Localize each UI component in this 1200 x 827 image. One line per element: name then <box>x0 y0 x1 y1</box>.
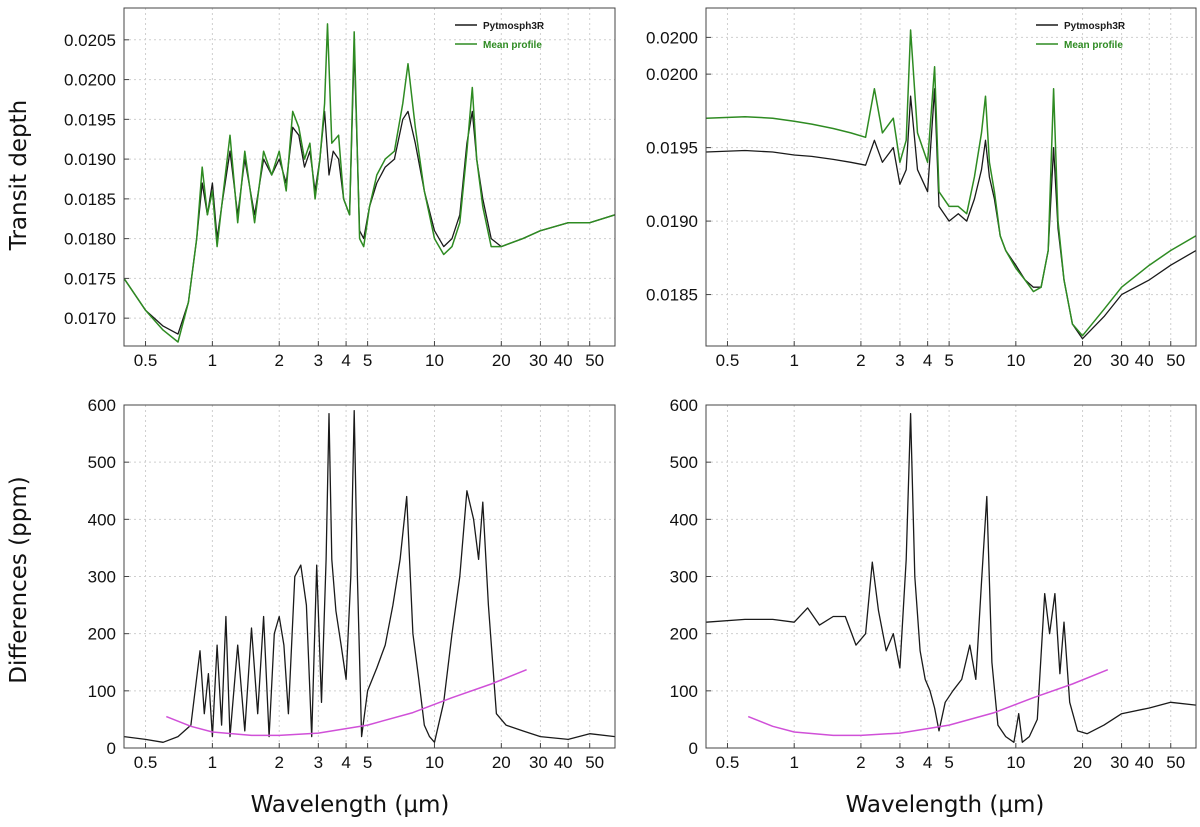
y-tick-label: 0.0185 <box>64 190 116 209</box>
x-tick-label: 0.5 <box>134 351 158 370</box>
y-tick-label: 0.0180 <box>64 230 116 249</box>
ylabel-transit-depth: Transit depth <box>6 100 32 251</box>
y-tick-label: 600 <box>88 396 116 415</box>
y-tick-label: 0.0175 <box>64 269 116 288</box>
x-tick-label: 3 <box>895 351 904 370</box>
series-line-differences <box>706 412 1196 743</box>
x-tick-label: 40 <box>1135 351 1154 370</box>
x-tick-label: 20 <box>492 753 511 772</box>
plot-frame <box>705 7 1197 347</box>
xlabel-wavelength-right: Wavelength (µm) <box>846 792 1045 818</box>
y-tick-label: 100 <box>88 682 116 701</box>
x-tick-label: 40 <box>1135 753 1154 772</box>
y-tick-label: 400 <box>670 510 698 529</box>
panel-top-right-transit-depth: 0.5 1 2 3 4 5 10 20 30 40 50 0.0185 0.0190 0.0195 0.02… <box>646 7 1197 370</box>
x-tick-label: 2 <box>274 753 283 772</box>
legend-label: Pytmosph3R <box>483 21 545 32</box>
x-tick-label: 0.5 <box>716 753 740 772</box>
x-tick-label: 30 <box>529 753 548 772</box>
x-tick-label: 1 <box>789 351 798 370</box>
y-tick-label: 0.0190 <box>64 150 116 169</box>
x-tick-label: 50 <box>1166 753 1185 772</box>
y-tick-label: 0.0195 <box>64 110 116 129</box>
x-tick-label: 20 <box>1073 753 1092 772</box>
x-tick-label: 5 <box>363 351 372 370</box>
y-tick-label: 0.0200 <box>64 71 116 90</box>
y-tick-label: 200 <box>670 625 698 644</box>
x-tick-label: 4 <box>341 753 350 772</box>
x-tick-label: 40 <box>554 351 573 370</box>
x-tick-label: 30 <box>1110 753 1129 772</box>
x-tick-label: 30 <box>529 351 548 370</box>
legend-label: Pytmosph3R <box>1064 21 1126 32</box>
x-tick-label: 3 <box>314 753 323 772</box>
panel-top-left-transit-depth: 0.5 1 2 3 4 5 10 20 30 40 50 0.0170 0.0175 0.0180 0.01… <box>64 7 616 370</box>
series-line-magenta-curve <box>166 669 527 737</box>
x-tick-label: 40 <box>554 753 573 772</box>
x-tick-label: 5 <box>944 753 953 772</box>
y-tick-label: 0.0200 <box>646 65 698 84</box>
x-tick-label: 20 <box>492 351 511 370</box>
ylabel-differences: Differences (ppm) <box>6 476 32 683</box>
legend-label: Mean profile <box>483 40 542 51</box>
series-line-differences <box>124 410 615 743</box>
x-tick-label: 4 <box>923 351 932 370</box>
x-tick-label: 2 <box>856 753 865 772</box>
series-line-mean-profile <box>706 29 1196 337</box>
x-tick-label: 50 <box>585 351 604 370</box>
x-tick-label: 3 <box>895 753 904 772</box>
series-line-mean-profile <box>124 23 615 343</box>
x-tick-label: 1 <box>208 351 217 370</box>
y-tick-label: 0.0200 <box>646 28 698 47</box>
y-tick-label: 200 <box>88 625 116 644</box>
x-tick-label: 10 <box>425 753 444 772</box>
x-tick-label: 3 <box>314 351 323 370</box>
x-tick-label: 50 <box>1166 351 1185 370</box>
x-tick-label: 2 <box>274 351 283 370</box>
y-tick-label: 0 <box>107 739 116 758</box>
y-tick-label: 400 <box>88 510 116 529</box>
series-line-pytmosph3r <box>706 88 1196 340</box>
x-tick-label: 2 <box>856 351 865 370</box>
x-tick-label: 10 <box>1006 351 1025 370</box>
y-tick-label: 0.0185 <box>646 286 698 305</box>
legend-label: Mean profile <box>1064 40 1123 51</box>
y-tick-label: 500 <box>88 453 116 472</box>
y-tick-label: 500 <box>670 453 698 472</box>
series-line-magenta-curve <box>747 669 1109 737</box>
y-tick-label: 0.0170 <box>64 309 116 328</box>
x-tick-label: 1 <box>789 753 798 772</box>
y-tick-label: 0.0195 <box>646 139 698 158</box>
xlabel-wavelength-left: Wavelength (µm) <box>251 792 450 818</box>
x-tick-label: 50 <box>585 753 604 772</box>
x-tick-label: 5 <box>363 753 372 772</box>
plot-frame <box>123 7 616 347</box>
y-tick-label: 600 <box>670 396 698 415</box>
x-tick-label: 20 <box>1073 351 1092 370</box>
y-tick-label: 0 <box>689 739 698 758</box>
x-tick-label: 4 <box>341 351 350 370</box>
x-tick-label: 30 <box>1110 351 1129 370</box>
x-tick-label: 10 <box>1006 753 1025 772</box>
x-tick-label: 5 <box>944 351 953 370</box>
y-tick-label: 300 <box>88 568 116 587</box>
x-tick-label: 0.5 <box>716 351 740 370</box>
x-tick-label: 10 <box>425 351 444 370</box>
y-tick-label: 300 <box>670 568 698 587</box>
x-tick-label: 4 <box>923 753 932 772</box>
x-tick-label: 1 <box>208 753 217 772</box>
x-tick-label: 0.5 <box>134 753 158 772</box>
y-tick-label: 0.0190 <box>646 212 698 231</box>
y-tick-label: 0.0205 <box>64 31 116 50</box>
series-line-pytmosph3r <box>124 47 615 335</box>
y-tick-label: 100 <box>670 682 698 701</box>
